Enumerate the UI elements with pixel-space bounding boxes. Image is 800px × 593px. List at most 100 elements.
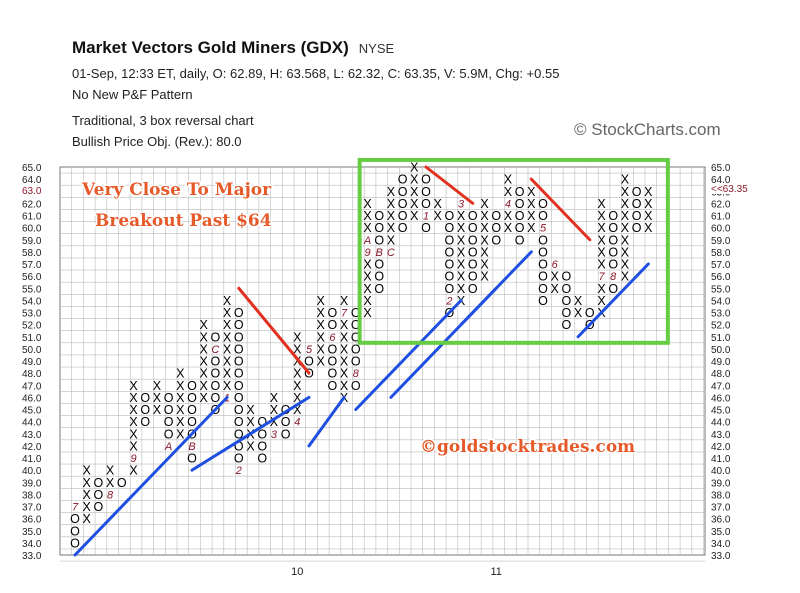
o-box: O bbox=[351, 355, 361, 369]
o-box: O bbox=[328, 355, 338, 369]
x-box: X bbox=[129, 379, 138, 393]
month-marker: 3 bbox=[458, 198, 465, 210]
y-tick-label-left: 55.0 bbox=[22, 284, 42, 295]
o-box: O bbox=[374, 209, 384, 223]
y-tick-label-left: 40.0 bbox=[22, 466, 42, 477]
o-box: O bbox=[234, 403, 244, 417]
y-tick-label-right: 36.0 bbox=[711, 515, 731, 526]
x-box: X bbox=[363, 258, 372, 272]
x-box: X bbox=[363, 221, 372, 235]
x-box: X bbox=[317, 355, 326, 369]
x-box: X bbox=[176, 379, 185, 393]
x-box: X bbox=[106, 464, 115, 478]
o-box: O bbox=[187, 379, 197, 393]
y-tick-label-right: 54.0 bbox=[711, 296, 731, 307]
o-box: O bbox=[281, 427, 291, 441]
x-box: X bbox=[200, 367, 209, 381]
y-tick-label-right: 34.0 bbox=[711, 539, 731, 550]
y-tick-label-left: 44.0 bbox=[22, 418, 42, 429]
o-box: O bbox=[374, 221, 384, 235]
x-box: X bbox=[434, 209, 443, 223]
y-tick-label-right: 45.0 bbox=[711, 406, 731, 417]
x-box: X bbox=[317, 306, 326, 320]
y-tick-label-right: 37.0 bbox=[711, 503, 731, 514]
o-box: O bbox=[281, 415, 291, 429]
x-box: X bbox=[176, 367, 185, 381]
x-box: X bbox=[200, 379, 209, 393]
y-tick-label-left: 35.0 bbox=[22, 527, 42, 538]
o-box: O bbox=[398, 173, 408, 187]
y-tick-label-left: 49.0 bbox=[22, 357, 42, 368]
o-box: O bbox=[608, 209, 618, 223]
o-box: O bbox=[562, 270, 572, 284]
x-box: X bbox=[644, 209, 653, 223]
y-tick-label-left: 57.0 bbox=[22, 260, 42, 271]
y-tick-label-left: 42.0 bbox=[22, 442, 42, 453]
y-tick-label-left: 36.0 bbox=[22, 515, 42, 526]
month-marker: 9 bbox=[364, 247, 370, 259]
x-box: X bbox=[527, 221, 536, 235]
o-box: O bbox=[468, 270, 478, 284]
o-box: O bbox=[94, 476, 104, 490]
x-box: X bbox=[504, 221, 513, 235]
y-tick-label-right: 43.0 bbox=[711, 430, 731, 441]
o-box: O bbox=[538, 270, 548, 284]
o-box: O bbox=[585, 306, 595, 320]
o-box: O bbox=[374, 282, 384, 296]
x-box: X bbox=[246, 415, 255, 429]
y-tick-label-right: 39.0 bbox=[711, 478, 731, 489]
x-box: X bbox=[457, 258, 466, 272]
x-box: X bbox=[621, 173, 630, 187]
annotation-site: ©goldstocktrades.com bbox=[420, 437, 635, 457]
o-box: O bbox=[421, 173, 431, 187]
y-tick-label-left: 46.0 bbox=[22, 393, 42, 404]
x-box: X bbox=[387, 197, 396, 211]
month-marker: 1 bbox=[423, 211, 429, 223]
x-box: X bbox=[176, 403, 185, 417]
y-tick-label-right: 56.0 bbox=[711, 272, 731, 283]
o-box: O bbox=[351, 379, 361, 393]
o-box: O bbox=[608, 245, 618, 259]
x-box: X bbox=[480, 197, 489, 211]
y-tick-label-right: 59.0 bbox=[711, 236, 731, 247]
o-box: O bbox=[328, 318, 338, 332]
x-box: X bbox=[363, 306, 372, 320]
x-box: X bbox=[223, 367, 232, 381]
annotation-line2: Breakout Past $64 bbox=[95, 211, 272, 231]
month-marker: 7 bbox=[341, 308, 348, 320]
x-box: X bbox=[176, 427, 185, 441]
y-tick-label-right: 41.0 bbox=[711, 454, 731, 465]
x-box: X bbox=[293, 367, 302, 381]
x-box: X bbox=[200, 330, 209, 344]
o-box: O bbox=[608, 233, 618, 247]
o-box: O bbox=[445, 209, 455, 223]
x-box: X bbox=[200, 391, 209, 405]
x-box: X bbox=[574, 294, 583, 308]
y-tick-label-left: 33.0 bbox=[22, 551, 42, 562]
y-tick-label-right: 38.0 bbox=[711, 490, 731, 501]
x-box: X bbox=[457, 209, 466, 223]
x-box: X bbox=[340, 367, 349, 381]
o-box: O bbox=[491, 221, 501, 235]
plot-frame bbox=[59, 166, 706, 556]
month-marker: C bbox=[211, 344, 219, 356]
o-box: O bbox=[211, 391, 221, 405]
quote-line: 01-Sep, 12:33 ET, daily, O: 62.89, H: 63… bbox=[72, 66, 560, 81]
x-box: X bbox=[621, 233, 630, 247]
x-box: X bbox=[480, 221, 489, 235]
o-box: O bbox=[187, 391, 197, 405]
x-box: X bbox=[644, 185, 653, 199]
x-box: X bbox=[317, 318, 326, 332]
support-trendline bbox=[354, 298, 463, 411]
x-box: X bbox=[527, 209, 536, 223]
y-tick-label-right: 40.0 bbox=[711, 466, 731, 477]
month-marker: 8 bbox=[107, 489, 114, 501]
o-box: O bbox=[398, 185, 408, 199]
o-box: O bbox=[164, 403, 174, 417]
x-box: X bbox=[153, 391, 162, 405]
month-marker: C bbox=[387, 247, 395, 259]
x-box: X bbox=[223, 330, 232, 344]
o-box: O bbox=[94, 500, 104, 514]
o-box: O bbox=[515, 209, 525, 223]
left-price-bg bbox=[21, 186, 47, 197]
